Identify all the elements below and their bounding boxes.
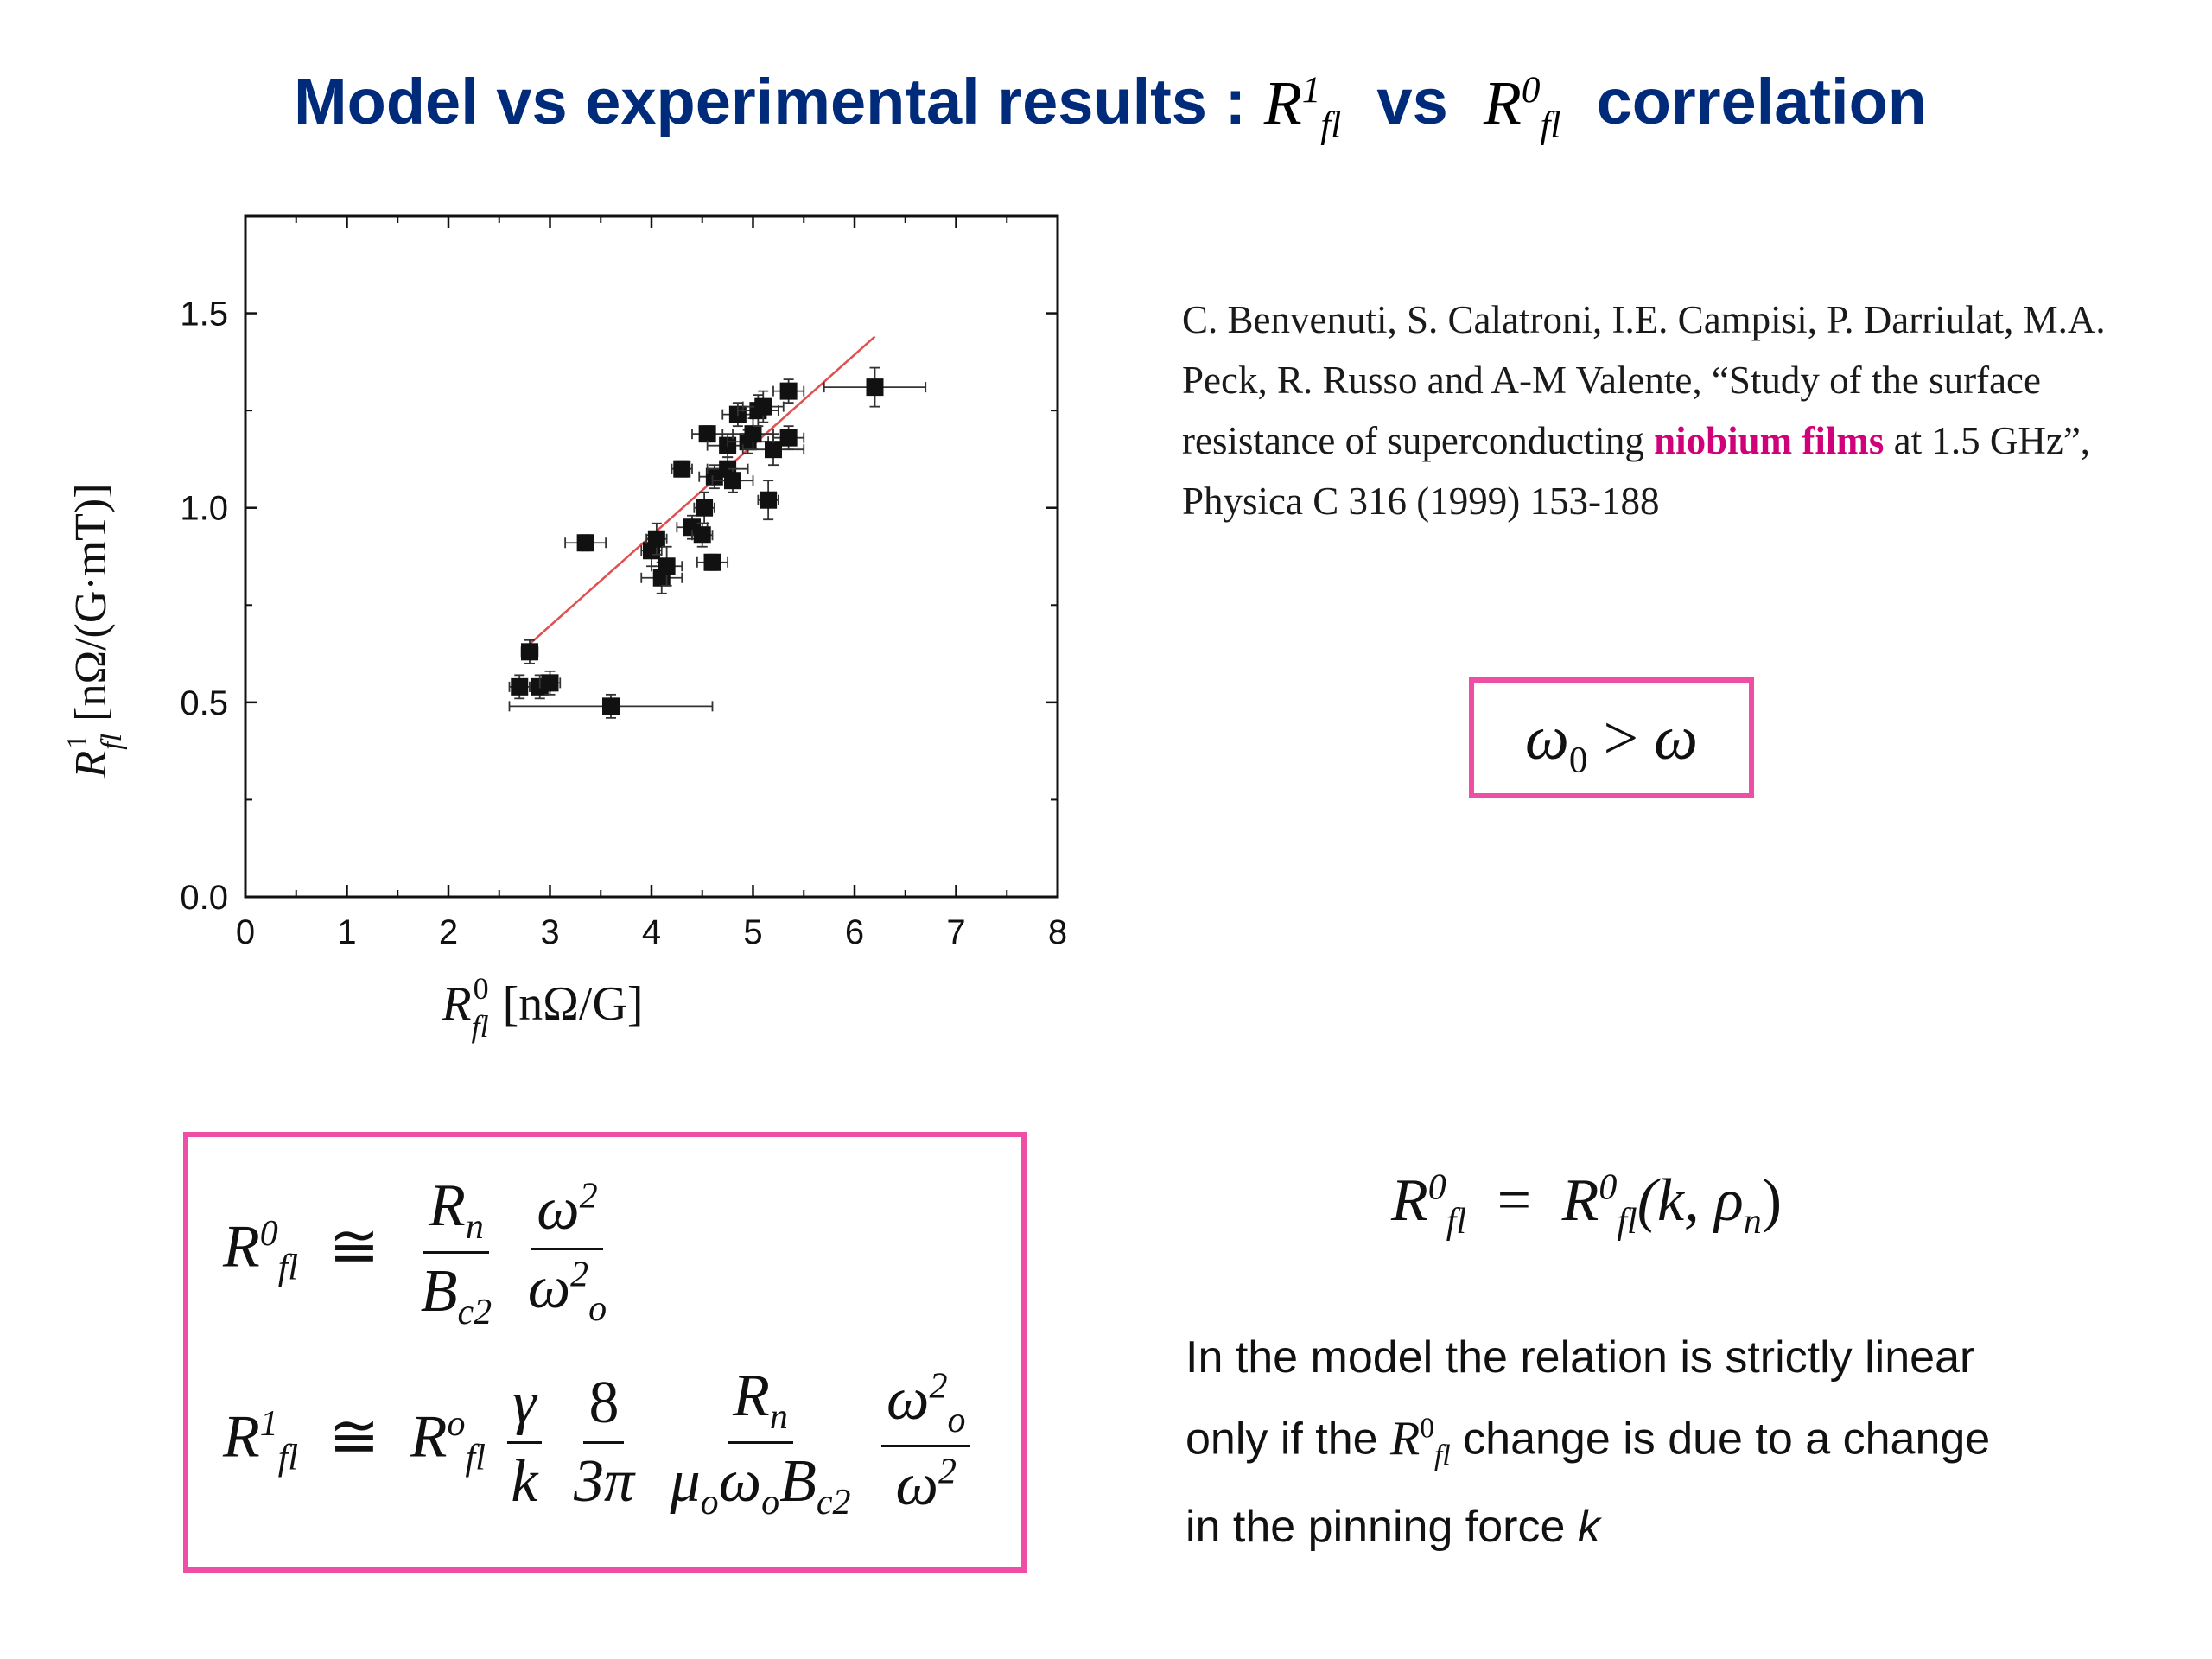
title-suffix: correlation bbox=[1596, 66, 1927, 137]
data-point-marker bbox=[779, 429, 798, 447]
data-point bbox=[711, 467, 754, 493]
data-point bbox=[696, 553, 729, 571]
x-tick-label: 1 bbox=[337, 913, 356, 951]
y-tick-label: 0.5 bbox=[180, 684, 228, 722]
page-title: Model vs experimental results : R1fl vs … bbox=[294, 35, 1927, 147]
data-point-marker bbox=[576, 534, 594, 552]
data-point-marker bbox=[754, 397, 772, 416]
x-tick-label: 8 bbox=[1048, 913, 1067, 951]
note-line-1: In the model the relation is strictly li… bbox=[1185, 1332, 1975, 1382]
reference-citation: C. Benvenuti, S. Calatroni, I.E. Campisi… bbox=[1182, 298, 2106, 523]
x-tick-label: 3 bbox=[540, 913, 559, 951]
data-point-marker bbox=[696, 499, 714, 517]
data-point bbox=[693, 491, 715, 524]
y-axis-label: R1fl[nΩ/(G·mT)] bbox=[61, 483, 128, 779]
x-tick-label: 0 bbox=[236, 913, 255, 951]
x-tick-label: 4 bbox=[642, 913, 661, 951]
data-point bbox=[772, 378, 805, 404]
data-point bbox=[823, 366, 927, 408]
data-point-marker bbox=[693, 526, 711, 544]
data-point bbox=[564, 534, 607, 552]
note-line-2: only if the R0fl change is due to a chan… bbox=[1185, 1411, 1991, 1471]
relation-formula: R0fl = R0fl(k, ρn) bbox=[1391, 1167, 1782, 1242]
title-r1-symbol: R1fl bbox=[1263, 68, 1342, 146]
data-point bbox=[538, 670, 562, 696]
data-point-marker bbox=[779, 382, 798, 400]
data-point-marker bbox=[658, 557, 676, 575]
x-tick-label: 6 bbox=[845, 913, 864, 951]
data-point bbox=[671, 460, 693, 478]
data-point-marker bbox=[866, 378, 884, 397]
data-point-marker bbox=[765, 441, 782, 459]
data-point-marker bbox=[724, 472, 741, 490]
data-point bbox=[772, 425, 805, 451]
data-point bbox=[645, 522, 668, 556]
data-point bbox=[520, 639, 539, 664]
data-point bbox=[732, 417, 774, 451]
data-point bbox=[691, 425, 724, 443]
data-point-marker bbox=[698, 425, 716, 443]
note-line-3: in the pinning force k bbox=[1185, 1501, 1600, 1552]
x-tick-label: 2 bbox=[439, 913, 458, 951]
title-r0-symbol: R0fl bbox=[1483, 68, 1561, 146]
data-point bbox=[651, 545, 683, 587]
data-point-marker bbox=[703, 553, 721, 571]
data-point-marker bbox=[511, 677, 529, 696]
title-prefix: Model vs experimental results : bbox=[294, 66, 1264, 137]
data-point-marker bbox=[521, 643, 538, 661]
y-tick-label: 1.5 bbox=[180, 296, 228, 334]
data-point-marker bbox=[673, 460, 691, 478]
data-point-marker bbox=[541, 674, 559, 692]
data-point bbox=[741, 390, 785, 423]
data-points bbox=[508, 366, 927, 719]
formula-r0: R0fl ≅ Rn Bc2 ω2 ω2o bbox=[223, 1173, 607, 1332]
reference-highlight: niobium films bbox=[1654, 419, 1885, 462]
scatter-chart: 0 1 2 3 4 5 6 7 8 0.0 0.5 1.0 1.5 R0 fl [nΩ/G] R1fl[nΩ… bbox=[61, 214, 1067, 1044]
model-note: In the model the relation is strictly li… bbox=[1185, 1322, 2179, 1562]
x-tick-label: 7 bbox=[946, 913, 965, 951]
data-point-marker bbox=[602, 697, 620, 715]
x-axis-label: R0 fl [nΩ/G] bbox=[441, 971, 643, 1044]
title-vs: vs bbox=[1376, 66, 1448, 137]
data-point bbox=[757, 480, 779, 521]
chart-ticks: 0 1 2 3 4 5 6 7 8 0.0 0.5 1.0 1.5 bbox=[180, 216, 1067, 951]
data-point-marker bbox=[647, 530, 665, 548]
data-point-marker bbox=[760, 491, 778, 509]
data-point bbox=[508, 674, 531, 700]
fit-line-group bbox=[529, 335, 876, 645]
x-tick-label: 5 bbox=[743, 913, 762, 951]
omega-condition-box: ω0 > ω bbox=[1469, 677, 1754, 798]
y-tick-label: 0.0 bbox=[180, 879, 228, 917]
data-point bbox=[508, 693, 714, 719]
fit-line bbox=[529, 335, 876, 645]
data-point bbox=[691, 522, 714, 548]
y-tick-label: 1.0 bbox=[180, 490, 228, 528]
data-point-marker bbox=[744, 425, 762, 443]
